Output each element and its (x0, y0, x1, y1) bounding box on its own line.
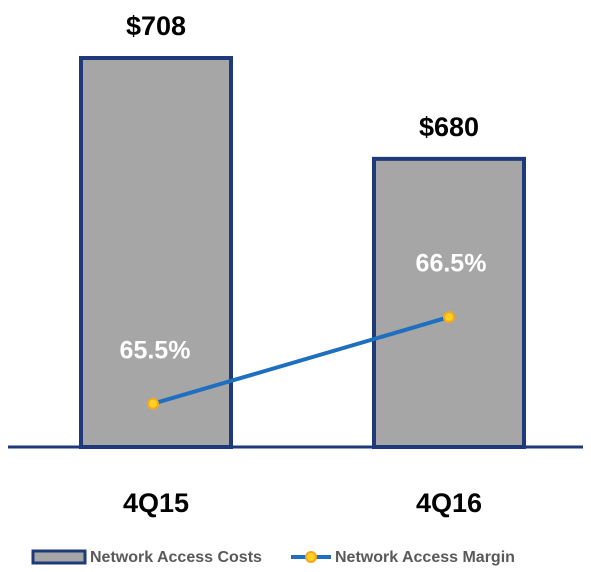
bar (372, 156, 526, 450)
line (152, 315, 450, 406)
x-tick-label: 4Q15 (123, 488, 189, 518)
line-marker (147, 397, 159, 410)
legend-label: Network Access Costs (90, 549, 262, 566)
legend-marker (305, 551, 317, 563)
bar-value-label: $708 (126, 11, 186, 41)
line-value-label: 66.5% (416, 250, 487, 278)
bar-value-label: $680 (419, 112, 479, 142)
line-value-label: 65.5% (120, 336, 191, 364)
bar (79, 56, 233, 449)
legend-label: Network Access Margin (335, 549, 515, 566)
legend-swatch (31, 549, 87, 565)
line-marker (443, 311, 455, 324)
x-tick-label: 4Q16 (416, 488, 482, 518)
